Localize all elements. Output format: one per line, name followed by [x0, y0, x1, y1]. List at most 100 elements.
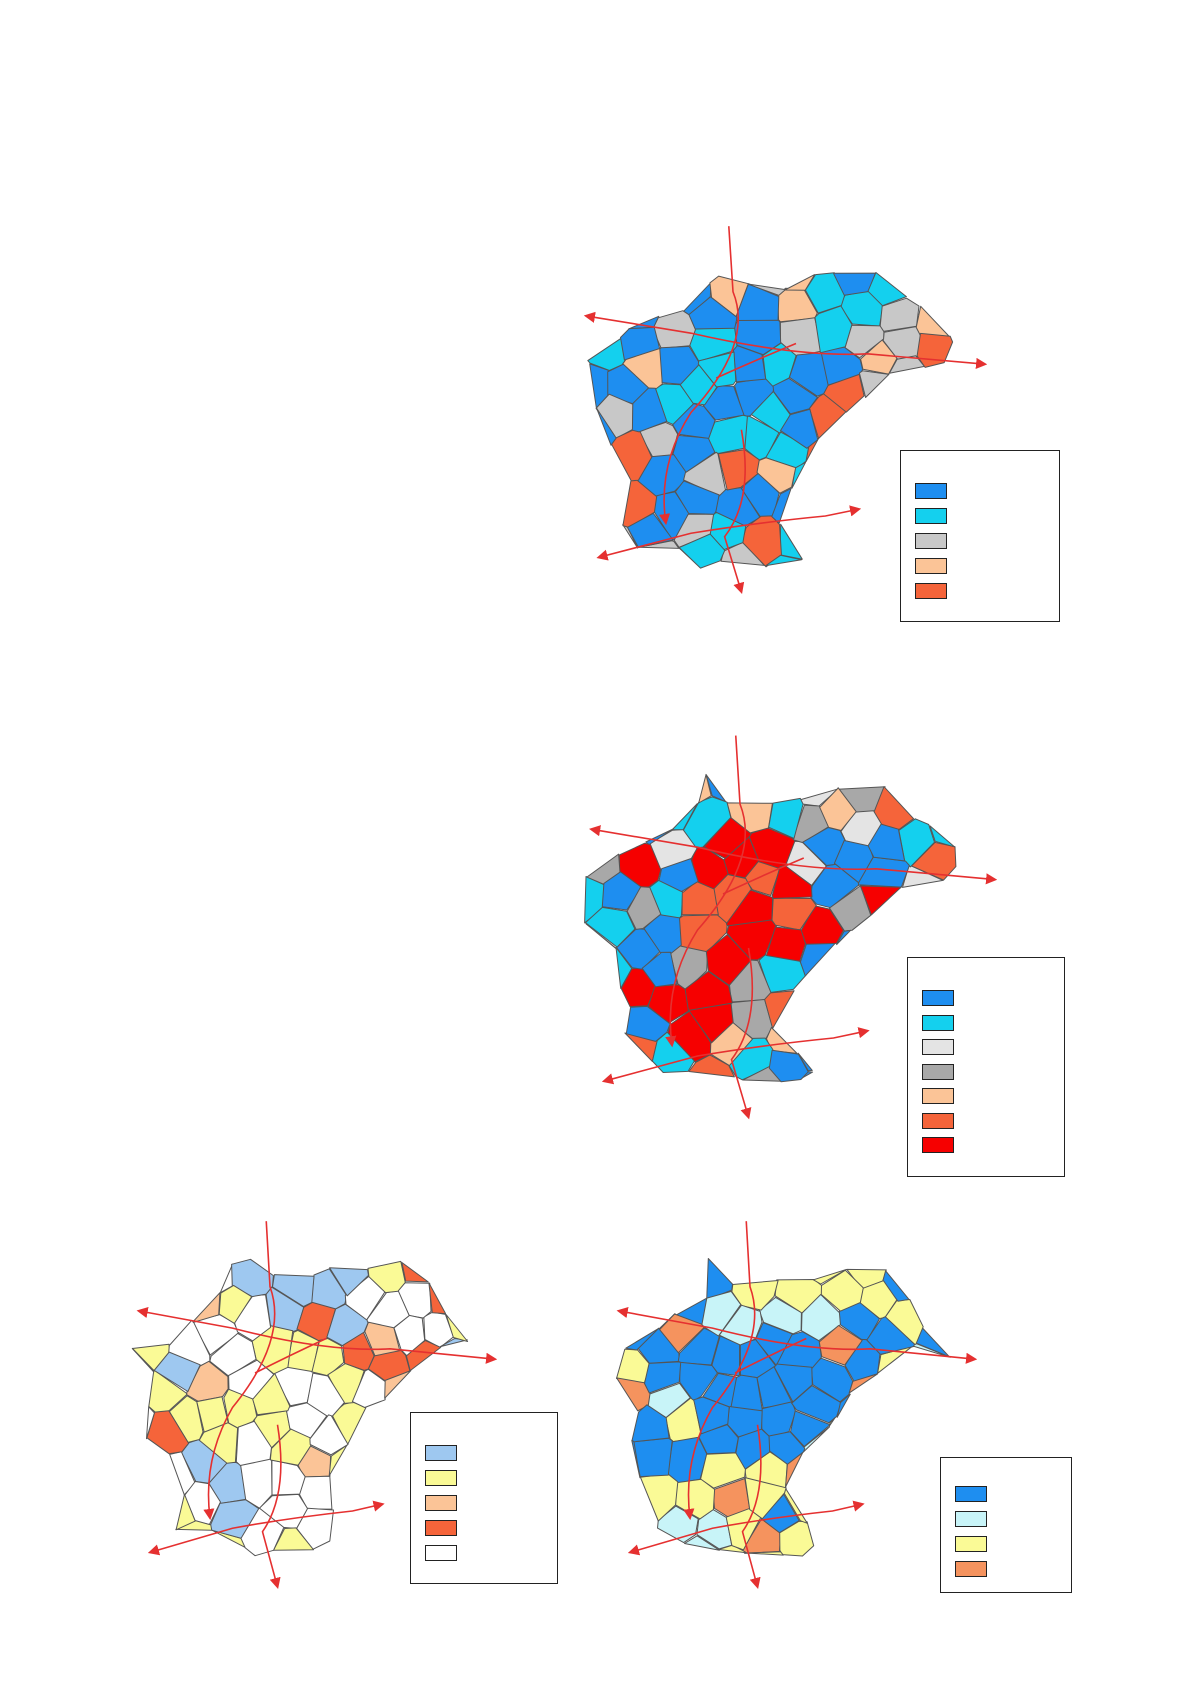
- choropleth-map: [616, 1221, 978, 1590]
- map-region: [681, 881, 719, 916]
- legend-swatch: [915, 558, 947, 574]
- map-region: [779, 523, 803, 560]
- road-line: [589, 825, 998, 885]
- map-region: [764, 990, 795, 1029]
- map-region: [584, 906, 636, 948]
- legend-swatch: [955, 1561, 987, 1577]
- legend-swatch: [922, 1063, 954, 1080]
- map-region: [367, 1260, 406, 1294]
- map-region: [858, 370, 890, 398]
- map-region: [146, 1406, 155, 1440]
- road-line: [683, 1221, 756, 1521]
- road-line: [665, 735, 747, 1048]
- map-region: [780, 408, 819, 449]
- map-region: [915, 305, 951, 338]
- map-region: [235, 1420, 272, 1466]
- legend-swatch: [955, 1486, 987, 1502]
- legend-swatch: [955, 1511, 987, 1527]
- road-line: [658, 226, 740, 526]
- map-region: [765, 926, 806, 962]
- road-line: [583, 311, 988, 369]
- legend-swatch: [922, 1137, 954, 1153]
- legend-swatch: [955, 1536, 987, 1552]
- map-panel-b: [584, 735, 1075, 1177]
- map-region: [384, 1370, 412, 1399]
- map-regions: [587, 272, 954, 569]
- map-region: [328, 1444, 348, 1477]
- legend-swatch: [922, 1014, 954, 1031]
- map-region: [428, 1282, 447, 1315]
- map-region: [309, 1414, 349, 1456]
- choropleth-map: [584, 735, 998, 1120]
- map-region: [916, 332, 954, 368]
- map-panel-d: [616, 1221, 1080, 1615]
- choropleth-map: [583, 226, 988, 595]
- map-panel-c: [131, 1221, 565, 1615]
- map-region: [725, 889, 774, 927]
- map-region: [836, 1393, 851, 1418]
- road-line: [723, 429, 746, 595]
- road-line: [596, 505, 862, 561]
- map-region: [401, 1262, 429, 1283]
- legend-swatch: [915, 508, 947, 524]
- road-line: [715, 342, 797, 379]
- map-region: [859, 885, 902, 916]
- map-region: [596, 407, 617, 446]
- map-region: [747, 283, 786, 296]
- road-line: [136, 1307, 498, 1364]
- road-line: [741, 1424, 762, 1590]
- legend-swatch: [922, 1112, 954, 1129]
- map-region: [631, 1404, 670, 1443]
- legend-swatch: [915, 483, 947, 499]
- road-line: [147, 1500, 385, 1556]
- map-region: [768, 1431, 806, 1465]
- map-region: [631, 387, 668, 433]
- map-region: [730, 1374, 763, 1412]
- road-line: [254, 1337, 327, 1374]
- legend-swatch: [922, 990, 954, 1006]
- map-legend: [907, 957, 1065, 1177]
- map-panel-a: [583, 225, 1070, 625]
- map-region: [823, 373, 865, 413]
- map-region: [272, 1274, 315, 1307]
- map-region: [196, 1396, 229, 1433]
- map-region: [773, 1363, 813, 1404]
- road-line: [203, 1221, 276, 1521]
- map-region: [626, 886, 662, 930]
- road-line: [722, 857, 805, 895]
- map-region: [790, 1410, 831, 1447]
- choropleth-map: [131, 1221, 498, 1590]
- map-region: [705, 773, 727, 803]
- legend-swatch: [915, 533, 947, 549]
- map-region: [698, 774, 712, 804]
- road-line: [616, 1307, 978, 1364]
- map-region: [784, 274, 816, 291]
- map-legend: [940, 1457, 1072, 1593]
- road-line: [627, 1500, 865, 1556]
- map-region: [867, 272, 907, 307]
- legend-swatch: [425, 1495, 457, 1511]
- map-legend: [410, 1412, 558, 1584]
- legend-swatch: [425, 1520, 457, 1536]
- road-line: [734, 1337, 807, 1374]
- map-regions: [616, 1258, 951, 1557]
- legend-swatch: [922, 1088, 954, 1104]
- map-region: [756, 457, 797, 494]
- map-region: [705, 934, 752, 986]
- map-region: [252, 1372, 291, 1416]
- legend-swatch: [425, 1470, 457, 1486]
- map-region: [693, 1396, 730, 1435]
- map-region: [327, 1363, 365, 1404]
- map-region: [585, 923, 617, 950]
- legend-swatch: [915, 583, 947, 599]
- map-region: [329, 1267, 369, 1297]
- map-region: [848, 1373, 878, 1394]
- map-region: [812, 1269, 847, 1285]
- road-line: [601, 1027, 870, 1085]
- map-region: [799, 942, 836, 977]
- legend-swatch: [425, 1545, 457, 1561]
- map-legend: [900, 450, 1060, 622]
- legend-swatch: [425, 1445, 457, 1461]
- legend-swatch: [922, 1039, 954, 1055]
- map-region: [836, 929, 851, 946]
